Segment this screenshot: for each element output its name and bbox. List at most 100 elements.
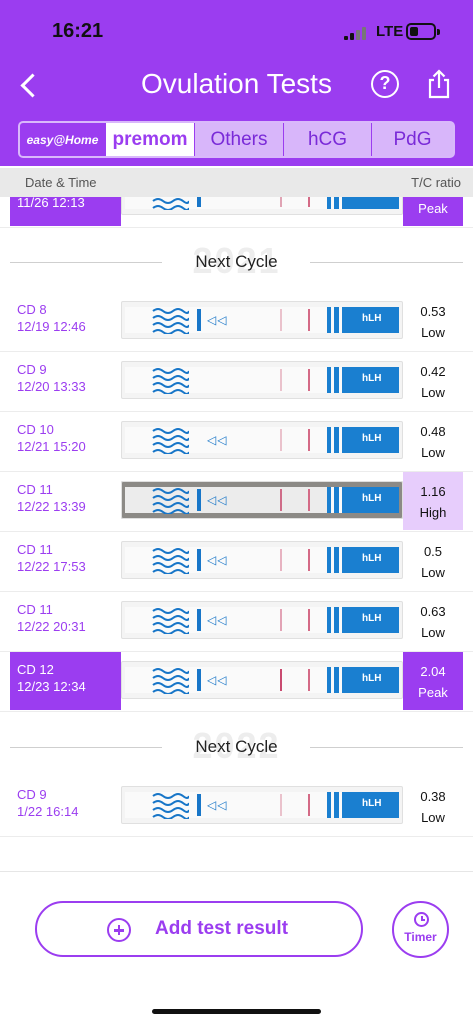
cycle-year-watermark: 2021	[192, 240, 281, 281]
strip-hlh-label: hLH	[362, 373, 382, 384]
strip-hlh-label: hLH	[362, 673, 382, 684]
row-cd: CD 11	[17, 482, 53, 497]
tab-premom[interactable]: premom	[106, 123, 195, 156]
bottom-bar: Add test result Timer	[0, 871, 473, 1024]
strip-hlh-label: hLH	[362, 433, 382, 444]
row-ratio-value: 0.5	[423, 544, 443, 559]
clock-icon	[414, 912, 429, 927]
strip-hlh-label: hLH	[362, 553, 382, 564]
strip-hlh-label: hLH	[362, 313, 382, 324]
row-ratio-value: 0.48	[420, 424, 446, 439]
share-icon[interactable]	[425, 68, 453, 100]
table-row[interactable]: CD 11 12/22 13:39 ◁◁ hLH 1.16 High	[0, 472, 473, 532]
row-datetime: CD 11 12/22 13:39	[10, 472, 121, 530]
tab-pdg-label: PdG	[393, 128, 432, 150]
tab-others[interactable]: Others	[195, 123, 284, 156]
row-datetime: CD 11 12/22 17:53	[10, 532, 121, 590]
row-datetime: CD 10 12/21 15:20	[10, 412, 121, 470]
row-cd: CD 10	[17, 422, 54, 437]
cycle-label: Next Cycle	[195, 252, 278, 271]
row-level: Low	[421, 565, 445, 580]
tab-easy-home[interactable]: easy@Home	[20, 123, 106, 156]
plus-circle-icon	[107, 918, 131, 942]
strip-arrows: ◁◁	[207, 493, 228, 507]
test-list[interactable]: 11/26 12:13 Peak 2021 Next Cycle CD 8 12…	[0, 197, 473, 871]
row-datetime: CD 12 12/23 12:34	[10, 652, 121, 710]
test-strip-image: hLH	[121, 361, 403, 399]
row-time: 11/26 12:13	[17, 197, 85, 210]
row-ratio: 0.63 Low	[403, 592, 463, 650]
row-time: 12/21 15:20	[17, 439, 86, 454]
signal-icon	[344, 26, 370, 40]
row-ratio: Peak	[403, 197, 463, 226]
battery-icon	[406, 23, 440, 40]
row-level: High	[419, 505, 447, 520]
row-time: 12/22 20:31	[17, 619, 86, 634]
row-ratio: 0.38 Low	[403, 777, 463, 835]
tab-pdg[interactable]: PdG	[372, 123, 453, 156]
timer-button[interactable]: Timer	[392, 901, 449, 958]
table-row[interactable]: CD 12 12/23 12:34 ◁◁ hLH 2.04 Peak	[0, 652, 473, 712]
add-test-result-button[interactable]: Add test result	[35, 901, 363, 957]
row-cd: CD 11	[17, 542, 53, 557]
row-ratio-value: 1.16	[420, 484, 446, 499]
table-row[interactable]: CD 11 12/22 17:53 ◁◁ hLH 0.5 Low	[0, 532, 473, 592]
column-date-time: Date & Time	[25, 175, 97, 190]
table-row[interactable]: CD 8 12/19 12:46 ◁◁ hLH 0.53 Low	[0, 292, 473, 352]
row-ratio: 0.42 Low	[403, 352, 463, 410]
strip-arrows: ◁◁	[207, 553, 228, 567]
row-ratio-value: 0.42	[420, 364, 446, 379]
timer-label: Timer	[404, 930, 437, 944]
row-ratio-value: 0.63	[420, 604, 446, 619]
row-ratio: 2.04 Peak	[403, 652, 463, 710]
row-ratio: 0.53 Low	[403, 292, 463, 350]
row-ratio-value: 0.38	[420, 789, 446, 804]
table-row[interactable]: CD 9 1/22 16:14 ◁◁ hLH 0.38 Low	[0, 777, 473, 837]
help-icon[interactable]: ?	[371, 70, 399, 98]
table-row[interactable]: 11/26 12:13 Peak	[0, 197, 473, 228]
brand-tabs: easy@Home premom Others hCG PdG	[18, 121, 455, 158]
tab-easy-home-label: easy@Home	[26, 132, 99, 147]
test-strip-image: ◁◁ hLH	[121, 541, 403, 579]
row-level: Low	[421, 325, 445, 340]
strip-hlh-label: hLH	[362, 493, 382, 504]
row-ratio-value: 0.53	[420, 304, 446, 319]
row-level: Peak	[418, 201, 448, 216]
row-cd: CD 11	[17, 602, 53, 617]
tab-premom-label: premom	[112, 128, 188, 150]
test-strip-image: ◁◁ hLH	[121, 786, 403, 824]
test-strip-image: ◁◁ hLH	[121, 601, 403, 639]
table-row[interactable]: CD 10 12/21 15:20 ◁◁ hLH 0.48 Low	[0, 412, 473, 472]
row-ratio-value: 2.04	[420, 664, 446, 679]
tab-hcg[interactable]: hCG	[284, 123, 372, 156]
row-time: 12/22 17:53	[17, 559, 86, 574]
page-title: Ovulation Tests	[141, 68, 332, 99]
table-row[interactable]: CD 11 12/22 20:31 ◁◁ hLH 0.63 Low	[0, 592, 473, 652]
row-time: 12/20 13:33	[17, 379, 86, 394]
row-level: Low	[421, 810, 445, 825]
strip-hlh-label: hLH	[362, 613, 382, 624]
status-time: 16:21	[52, 20, 104, 42]
row-datetime: 11/26 12:13	[10, 197, 121, 226]
test-strip-image: ◁◁ hLH	[121, 421, 403, 459]
row-cd: CD 9	[17, 362, 47, 377]
table-row[interactable]: CD 9 12/20 13:33 hLH 0.42 Low	[0, 352, 473, 412]
row-datetime: CD 9 1/22 16:14	[10, 777, 121, 835]
strip-arrows: ◁◁	[207, 433, 228, 447]
add-test-result-label: Add test result	[155, 918, 289, 939]
row-level: Low	[421, 445, 445, 460]
home-indicator	[152, 1009, 321, 1014]
nav-bar: Ovulation Tests ?	[0, 62, 473, 108]
status-bar: 16:21 LTE	[0, 0, 473, 62]
column-tc-ratio: T/C ratio	[411, 175, 461, 190]
test-strip-image	[121, 197, 403, 215]
row-datetime: CD 11 12/22 20:31	[10, 592, 121, 650]
test-strip-image: ◁◁ hLH	[121, 661, 403, 699]
strip-arrows: ◁◁	[207, 673, 228, 687]
row-level: Low	[421, 625, 445, 640]
column-header: Date & Time T/C ratio	[0, 168, 473, 197]
row-time: 1/22 16:14	[17, 804, 79, 819]
cycle-year-watermark: 2022	[192, 725, 281, 766]
network-label: LTE	[376, 23, 404, 40]
test-strip-image: ◁◁ hLH	[121, 481, 403, 519]
